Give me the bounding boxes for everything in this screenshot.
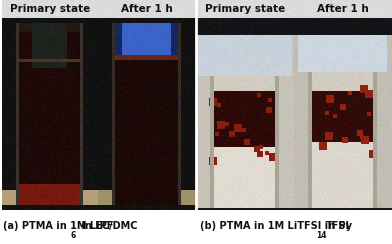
Text: After 1 h: After 1 h [121, 4, 173, 14]
Text: 14: 14 [316, 231, 327, 240]
Text: 6: 6 [71, 231, 76, 240]
Text: (b) PTMA in 1M LiTFSI in Py: (b) PTMA in 1M LiTFSI in Py [200, 221, 352, 231]
Text: in EC/DMC: in EC/DMC [78, 221, 138, 231]
Text: Primary state: Primary state [10, 4, 90, 14]
Text: TFSI: TFSI [326, 221, 350, 231]
Text: After 1 h: After 1 h [317, 4, 369, 14]
Text: Primary state: Primary state [205, 4, 285, 14]
Text: (a) PTMA in 1M LiPF: (a) PTMA in 1M LiPF [3, 221, 113, 231]
